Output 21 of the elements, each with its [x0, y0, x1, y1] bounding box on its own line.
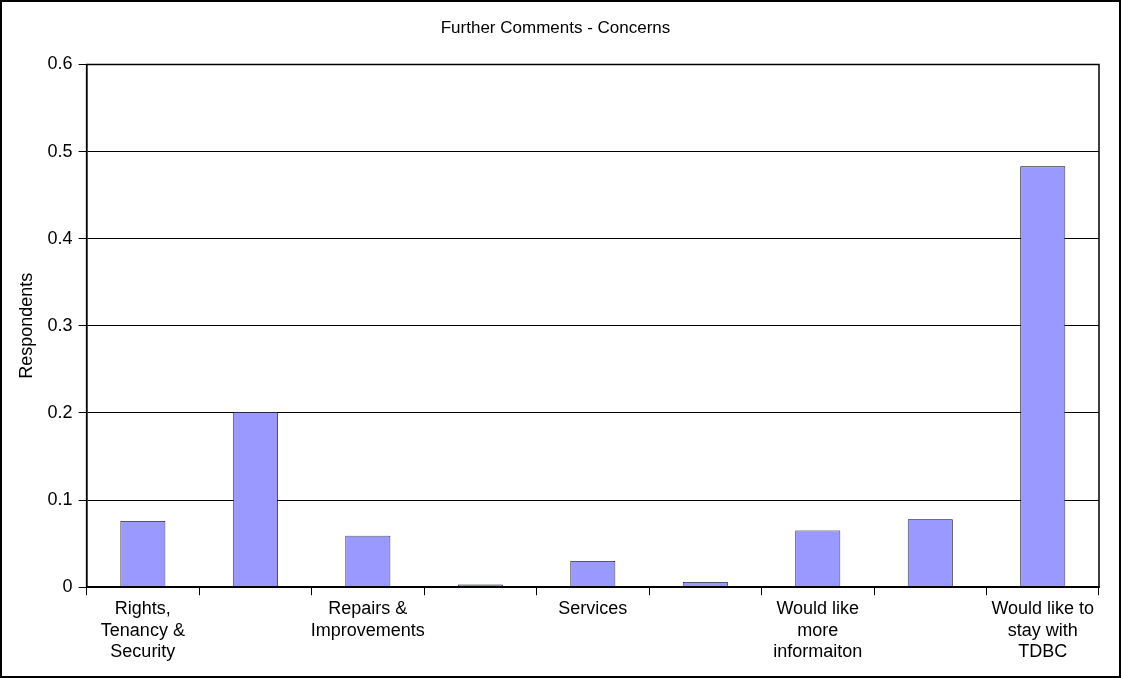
- y-tick-label: 0.5: [47, 140, 73, 161]
- category-label: informaiton: [773, 641, 863, 662]
- category-label: TDBC: [1018, 641, 1068, 662]
- y-tick-label: 0: [62, 576, 73, 597]
- chart-title: Further Comments - Concerns: [440, 17, 671, 37]
- y-tick-label: 0.1: [47, 489, 73, 510]
- category-label: stay with: [1007, 619, 1078, 640]
- y-tick-label: 0.3: [47, 314, 73, 335]
- category-label: Tenancy &: [100, 619, 185, 640]
- category-label: Would like to: [991, 597, 1095, 618]
- y-tick-label: 0.2: [47, 401, 73, 422]
- category-label: Improvements: [310, 619, 425, 640]
- y-tick-label: 0.6: [47, 53, 73, 74]
- category-label: Rights,: [114, 597, 171, 618]
- y-tick-label: 0.4: [47, 227, 73, 248]
- y-axis-title: Respondents: [15, 272, 36, 379]
- category-label: Would like: [776, 597, 860, 618]
- category-label: more: [797, 619, 839, 640]
- x-tick-label: Services: [558, 597, 628, 618]
- category-label: Security: [110, 641, 176, 662]
- category-label: Repairs &: [328, 597, 408, 618]
